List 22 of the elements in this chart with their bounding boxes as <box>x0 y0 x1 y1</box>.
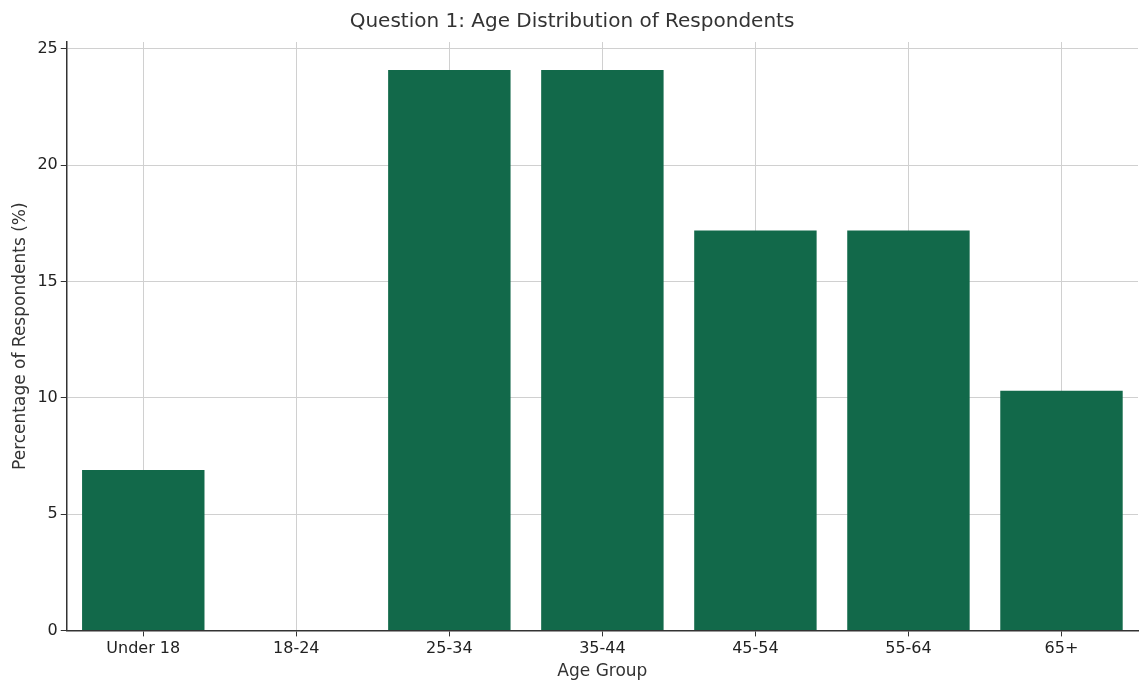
x-axis-title: Age Group <box>557 660 648 681</box>
y-tick-label: 25 <box>37 38 58 58</box>
chart-title: Question 1: Age Distribution of Respondents <box>349 8 795 33</box>
y-axis-title: Percentage of Respondents (%) <box>8 202 29 470</box>
bar <box>541 69 664 630</box>
y-tick-label: 0 <box>47 619 58 639</box>
bar <box>1000 390 1123 630</box>
bar <box>388 69 511 630</box>
x-tick-label: 25-34 <box>426 638 473 658</box>
x-tick-label: 55-64 <box>885 638 932 658</box>
x-tick-label: 18-24 <box>273 638 320 658</box>
y-tick-label: 20 <box>37 154 58 174</box>
y-tick-label: 10 <box>37 386 58 406</box>
x-tick-label: 45-54 <box>732 638 779 658</box>
x-tick-label: Under 18 <box>106 638 181 658</box>
x-tick-label: 65+ <box>1044 638 1079 658</box>
bar <box>82 469 205 630</box>
y-tick-label: 5 <box>47 503 58 523</box>
x-tick-label: 35-44 <box>579 638 626 658</box>
y-tick-label: 15 <box>37 270 58 290</box>
bar <box>847 230 970 630</box>
bar <box>694 230 817 630</box>
